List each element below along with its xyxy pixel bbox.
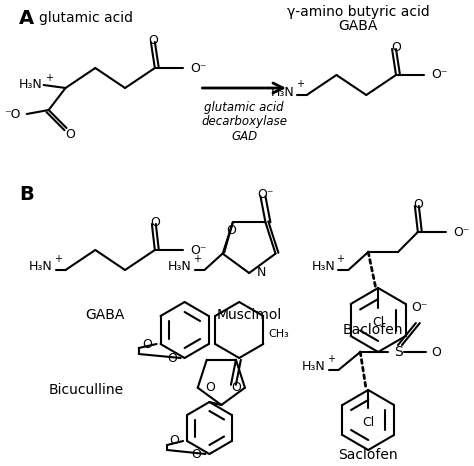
Text: H₃N: H₃N xyxy=(19,78,43,91)
Text: N: N xyxy=(257,267,266,280)
Text: Muscimol: Muscimol xyxy=(217,308,282,322)
Text: +: + xyxy=(337,254,345,264)
Text: CH₃: CH₃ xyxy=(268,329,289,339)
Text: +: + xyxy=(192,254,201,264)
Text: O⁻: O⁻ xyxy=(191,62,207,75)
Text: O: O xyxy=(413,198,423,211)
Text: H₃N: H₃N xyxy=(312,260,336,274)
Text: H₃N: H₃N xyxy=(168,260,191,274)
Text: GAD: GAD xyxy=(231,130,257,143)
Text: O: O xyxy=(206,381,216,394)
Text: O⁻: O⁻ xyxy=(257,188,273,201)
Text: Bicuculline: Bicuculline xyxy=(49,383,124,397)
Text: O: O xyxy=(191,447,201,460)
Text: Cl: Cl xyxy=(372,316,384,329)
Text: ⁻O: ⁻O xyxy=(4,108,21,121)
Text: +: + xyxy=(45,73,53,83)
Text: GABA: GABA xyxy=(85,308,125,322)
Text: B: B xyxy=(19,185,34,205)
Text: decarboxylase: decarboxylase xyxy=(201,116,287,129)
Text: O: O xyxy=(169,434,179,447)
Text: +: + xyxy=(296,79,304,89)
Text: S: S xyxy=(393,345,402,359)
Text: A: A xyxy=(19,8,34,27)
Text: H₃N: H₃N xyxy=(29,260,53,274)
Text: GABA: GABA xyxy=(338,19,378,33)
Text: O: O xyxy=(391,41,401,54)
Text: O⁻: O⁻ xyxy=(454,226,470,239)
Text: O: O xyxy=(150,216,160,229)
Text: Cl: Cl xyxy=(362,416,374,429)
Text: γ-amino butyric acid: γ-amino butyric acid xyxy=(287,5,429,19)
Text: O: O xyxy=(148,34,158,47)
Text: H₃N: H₃N xyxy=(271,85,295,98)
Text: O: O xyxy=(231,381,241,394)
Text: O: O xyxy=(432,345,442,358)
Text: glutamic acid: glutamic acid xyxy=(204,102,284,115)
Text: Baclofen: Baclofen xyxy=(343,323,403,337)
Text: O: O xyxy=(65,128,75,141)
Text: O: O xyxy=(167,351,177,364)
Text: glutamic acid: glutamic acid xyxy=(39,11,133,25)
Text: +: + xyxy=(327,354,335,364)
Text: O: O xyxy=(143,337,153,350)
Text: Saclofen: Saclofen xyxy=(338,448,398,462)
Text: O⁻: O⁻ xyxy=(191,244,207,256)
Text: +: + xyxy=(54,254,62,264)
Text: H₃N: H₃N xyxy=(302,361,326,374)
Text: O⁻: O⁻ xyxy=(432,69,448,82)
Text: O: O xyxy=(226,224,236,237)
Text: O⁻: O⁻ xyxy=(411,301,428,314)
